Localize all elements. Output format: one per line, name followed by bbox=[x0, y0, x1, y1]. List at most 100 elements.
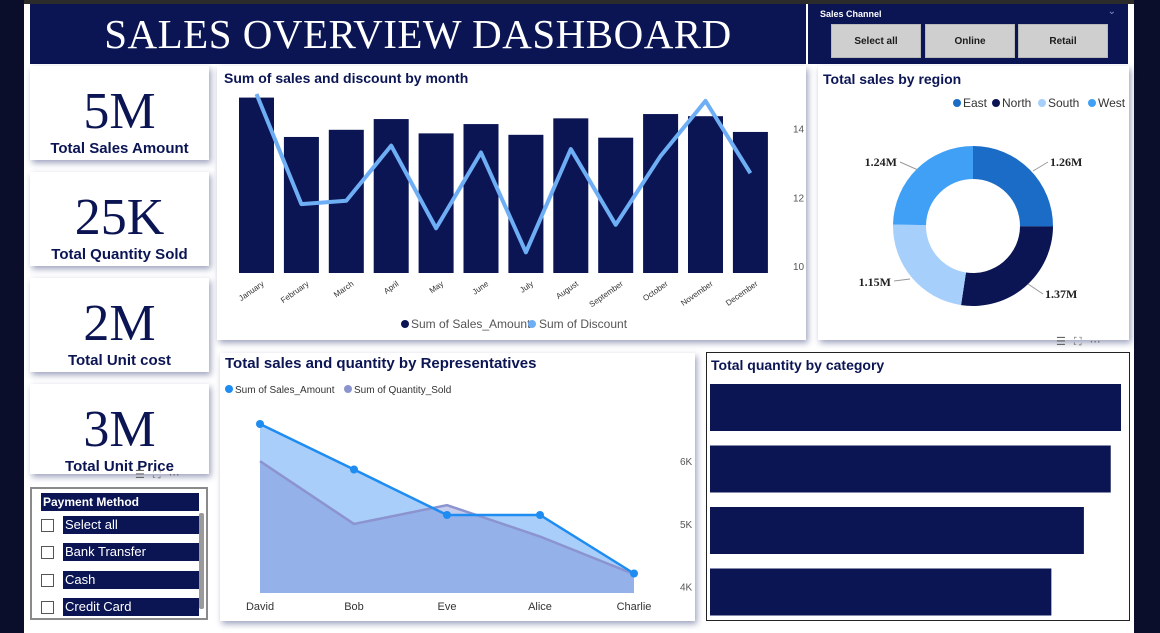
slicer-scrollbar[interactable] bbox=[199, 513, 204, 609]
month-tick-label: November bbox=[679, 279, 715, 308]
legend-label-south: South bbox=[1048, 96, 1079, 110]
payment-method-title: Payment Method bbox=[41, 493, 199, 511]
kpi-value: 25K bbox=[74, 189, 165, 246]
sales-channel-label: Sales Channel bbox=[820, 9, 882, 19]
canvas-left-margin bbox=[0, 0, 24, 633]
legend-label-east: East bbox=[963, 96, 988, 110]
sales-point bbox=[443, 511, 451, 519]
kpi-value: 2M bbox=[83, 295, 156, 352]
category-bar bbox=[710, 507, 1084, 554]
right-axis-tick: 6K bbox=[680, 457, 693, 468]
sales-bar bbox=[463, 124, 499, 274]
legend-marker-west bbox=[1088, 99, 1096, 107]
sales-point bbox=[536, 511, 544, 519]
donut-data-label: 1.24M bbox=[865, 155, 897, 169]
month-tick-label: July bbox=[518, 279, 535, 295]
secondary-axis-tick: 12 bbox=[793, 193, 805, 204]
month-tick-label: October bbox=[641, 279, 670, 303]
kpi-caption: Total Unit Price bbox=[65, 458, 174, 474]
sales-bar bbox=[553, 118, 589, 274]
payment-option-label: Select all bbox=[63, 516, 199, 534]
payment-option-label: Credit Card bbox=[63, 598, 199, 616]
visual-header-icons: ☰⛶⋯ bbox=[135, 468, 188, 482]
kpi-value: 5M bbox=[83, 83, 156, 140]
rep-tick-label: Bob bbox=[344, 601, 364, 613]
chart-title: Total sales by region bbox=[823, 71, 962, 87]
kpi-card-total-unit-price[interactable]: 3M Total Unit Price bbox=[30, 384, 209, 474]
representatives-chart-svg: David Bob Eve Alice Charlie 6K 5K 4K Sum of Sale… bbox=[225, 385, 693, 613]
region-sales-chart[interactable]: Total sales by region East North South West… bbox=[818, 66, 1129, 340]
donut-data-label: 1.15M bbox=[859, 275, 891, 289]
secondary-axis-tick: 14 bbox=[793, 124, 805, 135]
channel-button-select-all[interactable]: Select all bbox=[831, 24, 921, 58]
legend-label-north: North bbox=[1002, 96, 1031, 110]
rep-tick-label: Charlie bbox=[617, 601, 652, 613]
legend-marker-discount bbox=[528, 320, 536, 328]
legend-label-quantity: Sum of Quantity_Sold bbox=[354, 385, 451, 396]
dashboard-title-bar: SALES OVERVIEW DASHBOARD bbox=[30, 4, 806, 64]
kpi-card-total-sales[interactable]: 5M Total Sales Amount bbox=[30, 66, 209, 160]
chevron-down-icon[interactable]: ⌄ bbox=[1107, 6, 1116, 17]
category-chart-svg bbox=[710, 384, 1121, 616]
representatives-chart[interactable]: Total sales and quantity by Representati… bbox=[220, 353, 695, 621]
donut-slice-west bbox=[893, 146, 973, 226]
filter-icon[interactable]: ☰ bbox=[1056, 336, 1074, 348]
month-tick-label: June bbox=[471, 279, 491, 297]
checkbox[interactable] bbox=[41, 601, 54, 614]
category-bar bbox=[710, 384, 1121, 431]
right-axis-tick: 4K bbox=[680, 583, 693, 594]
secondary-axis-tick: 10 bbox=[793, 262, 805, 273]
quantity-area bbox=[260, 461, 634, 593]
kpi-value: 3M bbox=[83, 401, 156, 458]
category-bar bbox=[710, 568, 1052, 616]
donut-slice-south bbox=[893, 224, 966, 306]
category-quantity-chart[interactable]: Total quantity by category bbox=[706, 352, 1130, 621]
channel-button-online[interactable]: Online bbox=[925, 24, 1015, 58]
kpi-card-total-unit-cost[interactable]: 2M Total Unit cost bbox=[30, 278, 209, 372]
filter-icon[interactable]: ☰ bbox=[135, 469, 153, 481]
quantity-line bbox=[259, 460, 635, 576]
channel-button-retail[interactable]: Retail bbox=[1018, 24, 1108, 58]
month-tick-label: February bbox=[279, 279, 310, 305]
payment-option-label: Bank Transfer bbox=[63, 543, 199, 561]
checkbox[interactable] bbox=[41, 546, 54, 559]
kpi-card-total-quantity[interactable]: 25K Total Quantity Sold bbox=[30, 172, 209, 266]
right-axis-tick: 5K bbox=[680, 520, 693, 531]
rep-tick-label: Alice bbox=[528, 601, 552, 613]
focus-mode-icon[interactable]: ⛶ bbox=[152, 469, 169, 481]
chart-title: Total quantity by category bbox=[711, 357, 885, 373]
legend-label-sales: Sum of Sales_Amount bbox=[235, 385, 335, 396]
more-options-icon[interactable]: ⋯ bbox=[1089, 336, 1109, 348]
sales-area bbox=[260, 424, 634, 593]
legend-marker-quantity bbox=[344, 385, 352, 393]
donut-data-label: 1.37M bbox=[1045, 287, 1077, 301]
donut-data-label: 1.26M bbox=[1050, 155, 1082, 169]
payment-method-slicer: Payment Method Select all Bank Transfer … bbox=[30, 487, 208, 620]
legend-label-discount: Sum of Discount bbox=[539, 317, 628, 331]
dashboard-title: SALES OVERVIEW DASHBOARD bbox=[104, 11, 732, 57]
sales-bar bbox=[373, 119, 409, 273]
monthly-sales-discount-chart[interactable]: Sum of sales and discount by month Janua… bbox=[217, 66, 806, 340]
sales-channel-slicer: Sales Channel ⌄ Select all Online Retail bbox=[808, 4, 1128, 64]
focus-mode-icon[interactable]: ⛶ bbox=[1073, 336, 1090, 348]
region-visual-header-icons: ☰⛶⋯ bbox=[1056, 335, 1109, 349]
monthly-chart-svg: January February March April May June July Augu… bbox=[237, 93, 805, 331]
checkbox[interactable] bbox=[41, 574, 54, 587]
donut-slice-north bbox=[961, 226, 1053, 306]
donut-leader-line bbox=[893, 278, 911, 282]
more-options-icon[interactable]: ⋯ bbox=[168, 469, 188, 481]
month-tick-label: March bbox=[332, 279, 355, 299]
window-top-edge bbox=[0, 0, 1160, 4]
region-chart-svg: East North South West 1.26M 1.37M 1.15M 1.24M bbox=[859, 96, 1126, 306]
checkbox[interactable] bbox=[41, 519, 54, 532]
month-tick-label: May bbox=[428, 279, 446, 295]
legend-label-west: West bbox=[1098, 96, 1126, 110]
kpi-caption: Total Unit cost bbox=[67, 352, 172, 369]
rep-tick-label: Eve bbox=[438, 601, 457, 613]
sales-point bbox=[256, 420, 264, 428]
legend-marker-east bbox=[953, 99, 961, 107]
month-tick-label: September bbox=[588, 279, 625, 309]
rep-tick-label: David bbox=[246, 601, 274, 613]
month-tick-label: April bbox=[382, 279, 400, 296]
chart-title: Total sales and quantity by Representati… bbox=[225, 355, 537, 372]
